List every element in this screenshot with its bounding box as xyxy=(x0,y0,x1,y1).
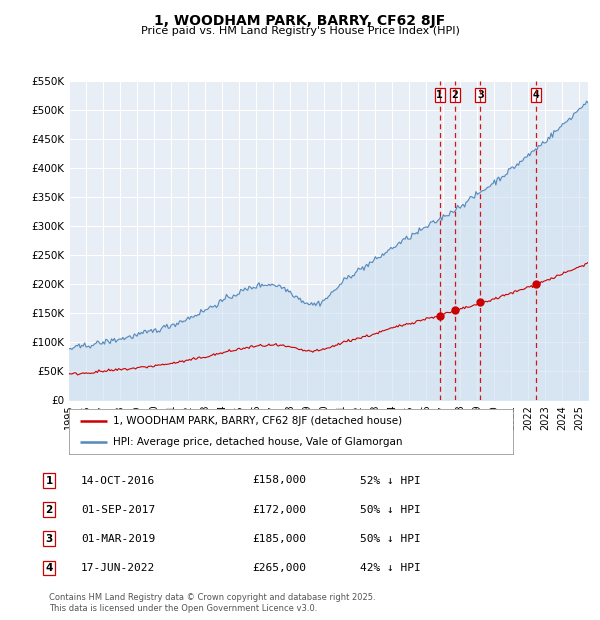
Text: £185,000: £185,000 xyxy=(252,534,306,544)
Text: 01-MAR-2019: 01-MAR-2019 xyxy=(81,534,155,544)
Text: 1: 1 xyxy=(46,476,53,485)
Text: 42% ↓ HPI: 42% ↓ HPI xyxy=(360,563,421,573)
Text: 4: 4 xyxy=(46,563,53,573)
Text: £158,000: £158,000 xyxy=(252,476,306,485)
Text: 1, WOODHAM PARK, BARRY, CF62 8JF (detached house): 1, WOODHAM PARK, BARRY, CF62 8JF (detach… xyxy=(113,416,403,427)
Text: HPI: Average price, detached house, Vale of Glamorgan: HPI: Average price, detached house, Vale… xyxy=(113,436,403,447)
Text: Contains HM Land Registry data © Crown copyright and database right 2025.
This d: Contains HM Land Registry data © Crown c… xyxy=(49,593,376,613)
Text: 4: 4 xyxy=(533,90,539,100)
Text: 1: 1 xyxy=(436,90,443,100)
Text: 2: 2 xyxy=(451,90,458,100)
Text: 2: 2 xyxy=(46,505,53,515)
Text: £172,000: £172,000 xyxy=(252,505,306,515)
Text: 14-OCT-2016: 14-OCT-2016 xyxy=(81,476,155,485)
Text: 3: 3 xyxy=(477,90,484,100)
Text: 3: 3 xyxy=(46,534,53,544)
Text: 01-SEP-2017: 01-SEP-2017 xyxy=(81,505,155,515)
Text: 52% ↓ HPI: 52% ↓ HPI xyxy=(360,476,421,485)
Text: 1, WOODHAM PARK, BARRY, CF62 8JF: 1, WOODHAM PARK, BARRY, CF62 8JF xyxy=(154,14,446,28)
Text: Price paid vs. HM Land Registry's House Price Index (HPI): Price paid vs. HM Land Registry's House … xyxy=(140,26,460,36)
Text: 50% ↓ HPI: 50% ↓ HPI xyxy=(360,534,421,544)
Text: 50% ↓ HPI: 50% ↓ HPI xyxy=(360,505,421,515)
Text: £265,000: £265,000 xyxy=(252,563,306,573)
Text: 17-JUN-2022: 17-JUN-2022 xyxy=(81,563,155,573)
